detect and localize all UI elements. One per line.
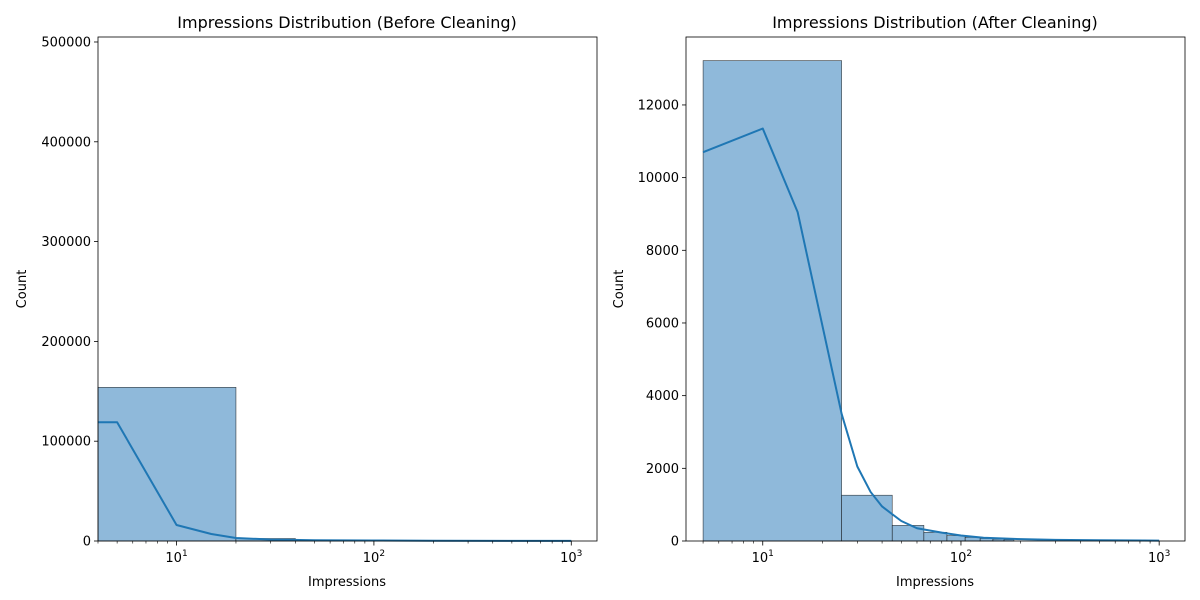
histogram-bars [702, 60, 1015, 542]
y-tick-label: 0 [671, 535, 679, 550]
x-axis-label: Impressions [308, 575, 386, 590]
y-tick-label: 6000 [646, 316, 679, 331]
chart-title: Impressions Distribution (After Cleaning… [772, 13, 1098, 32]
histogram-bar [97, 387, 237, 542]
y-tick-label: 100000 [41, 435, 91, 450]
y-tick-label: 200000 [41, 335, 91, 350]
x-tick-label: 103 [1148, 549, 1170, 566]
x-axis-ticks: 101 102 103 [702, 541, 1170, 566]
x-tick-label: 101 [165, 549, 187, 566]
chart-title: Impressions Distribution (Before Cleanin… [177, 13, 516, 32]
y-axis-ticks: 0 100000 200000 300000 400000 500000 [41, 35, 98, 550]
kde-line [702, 127, 1160, 542]
chart-after-cleaning: Impressions Distribution (After Cleaning… [612, 13, 1186, 590]
y-tick-label: 4000 [646, 389, 679, 404]
kde-curve [702, 127, 1160, 542]
y-tick-label: 10000 [638, 171, 679, 186]
y-tick-label: 8000 [646, 244, 679, 259]
x-tick-label: 102 [950, 549, 972, 566]
x-tick-label: 102 [363, 549, 385, 566]
y-tick-label: 12000 [638, 98, 679, 113]
chart-before-cleaning: Impressions Distribution (Before Cleanin… [15, 13, 598, 590]
y-tick-label: 0 [83, 535, 91, 550]
y-axis-label: Count [612, 270, 627, 309]
y-tick-label: 500000 [41, 35, 91, 50]
y-axis-ticks: 0 2000 4000 6000 8000 10000 12000 [638, 98, 686, 550]
y-tick-label: 400000 [41, 135, 91, 150]
histogram-bar [841, 494, 893, 542]
plot-frame [685, 36, 1186, 542]
histogram-bars [97, 387, 572, 542]
x-tick-label: 103 [560, 549, 582, 566]
y-axis-label: Count [15, 270, 30, 309]
y-tick-label: 300000 [41, 235, 91, 250]
x-axis-ticks: 101 102 103 [97, 541, 582, 566]
plot-frame [97, 36, 598, 542]
y-tick-label: 2000 [646, 462, 679, 477]
x-tick-label: 101 [752, 549, 774, 566]
x-axis-label: Impressions [896, 575, 974, 590]
histogram-bar [702, 60, 842, 542]
